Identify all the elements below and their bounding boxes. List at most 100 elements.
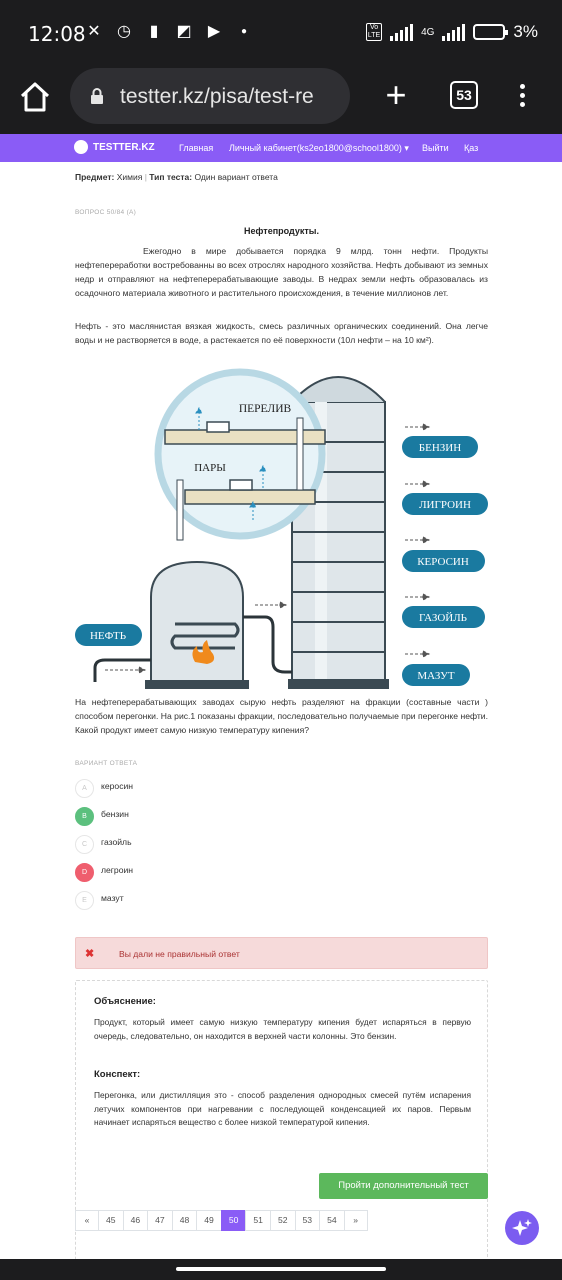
- signal-icon-2: [442, 23, 466, 41]
- pagination-prev[interactable]: «: [75, 1210, 99, 1231]
- answer-option-b[interactable]: B бензин: [75, 807, 375, 827]
- logo-text: TESTTER.KZ: [93, 141, 155, 153]
- nav-item-language[interactable]: Қаз: [464, 143, 479, 153]
- explanation-heading: Объяснение:: [94, 996, 156, 1007]
- question-paragraph-2: Нефть - это маслянистая вязкая жидкость,…: [75, 321, 488, 345]
- pagination-page[interactable]: 54: [319, 1210, 345, 1231]
- fraction-label-gazoil: ГАЗОЙЛЬ: [402, 606, 485, 628]
- pagination-page[interactable]: 52: [269, 1210, 296, 1231]
- tab-switcher-button[interactable]: 53: [450, 81, 478, 109]
- question-flag: (A): [126, 209, 137, 216]
- svg-text:НЕФТЬ: НЕФТЬ: [90, 630, 126, 642]
- question-paragraph-1: Ежегодно в мире добывается порядка 9 млр…: [75, 246, 488, 298]
- pagination-page[interactable]: 53: [294, 1210, 321, 1231]
- summary-heading: Конспект:: [94, 1069, 141, 1080]
- more-menu-icon[interactable]: [514, 82, 530, 110]
- nav-item-account[interactable]: Личный кабинет(ks2eo1800@school1800) ▾: [229, 143, 409, 153]
- flow-arrows: [105, 601, 288, 674]
- site-logo[interactable]: TESTTER.KZ: [74, 140, 155, 154]
- browser-toolbar: testter.kz/pisa/test-re + 53: [0, 64, 562, 134]
- new-tab-icon[interactable]: +: [385, 74, 407, 115]
- svg-text:ГАЗОЙЛЬ: ГАЗОЙЛЬ: [419, 612, 467, 624]
- label-oil: НЕФТЬ: [75, 624, 142, 646]
- status-time: 12:08: [28, 22, 86, 46]
- subject-value: Химия: [116, 172, 143, 182]
- option-text: легроин: [101, 865, 134, 875]
- fraction-label-mazut: МАЗУТ: [402, 664, 470, 686]
- alarm-icon: ◷: [117, 23, 131, 40]
- answers-label: ВАРИАНТ ОТВЕТА: [75, 760, 138, 767]
- wrong-answer-alert: ✖ Вы дали не правильный ответ: [75, 937, 488, 969]
- lock-icon: [91, 88, 103, 104]
- nav-account-label: Личный кабинет(ks2eo1800@school1800): [229, 143, 402, 153]
- logo-icon: [74, 140, 88, 154]
- fraction-label-ligroin: ЛИГРОИН: [402, 493, 488, 515]
- pagination-page[interactable]: 49: [196, 1210, 222, 1231]
- fraction-label-kerosin: КЕРОСИН: [402, 550, 485, 572]
- summary-text: Перегонка, или дистилляция это - способ …: [94, 1090, 471, 1127]
- option-letter: D: [75, 863, 94, 882]
- answer-option-e[interactable]: E мазут: [75, 891, 375, 911]
- svg-text:КЕРОСИН: КЕРОСИН: [417, 556, 469, 568]
- outlet-arrows: [405, 423, 431, 658]
- pagination-page-active[interactable]: 50: [220, 1210, 247, 1231]
- pagination-next[interactable]: »: [343, 1210, 368, 1231]
- pagination: « 45 46 47 48 49 50 51 52 53 54 »: [75, 1210, 368, 1231]
- distillation-column: [288, 376, 389, 689]
- battery-icon: [473, 24, 509, 40]
- system-nav-bar: [0, 1259, 562, 1280]
- pagination-page[interactable]: 48: [171, 1210, 198, 1231]
- additional-test-button[interactable]: Пройти дополнительный тест: [319, 1173, 488, 1199]
- svg-text:МАЗУТ: МАЗУТ: [417, 670, 454, 682]
- option-letter: A: [75, 779, 94, 798]
- gallery-icon: ◩: [176, 23, 192, 40]
- signal-icon: [390, 23, 414, 41]
- sparkle-icon: [512, 1219, 532, 1236]
- pagination-page[interactable]: 45: [98, 1210, 124, 1231]
- option-text: мазут: [101, 893, 124, 903]
- subject-label: Предмет:: [75, 172, 115, 182]
- column-trays: [292, 441, 385, 653]
- tray-detail-magnifier: ПЕРЕЛИВ ПАРЫ: [154, 368, 326, 541]
- answer-option-d[interactable]: D легроин: [75, 863, 375, 883]
- address-bar[interactable]: testter.kz/pisa/test-re: [70, 68, 350, 124]
- option-text: газойль: [101, 837, 132, 847]
- dot-icon: ●: [240, 26, 248, 37]
- battery-saver-icon: ▮: [149, 23, 159, 40]
- alert-text: Вы дали не правильный ответ: [119, 949, 240, 959]
- question-number: ВОПРОС 50/84 (A): [75, 209, 136, 216]
- option-letter: B: [75, 807, 94, 826]
- pagination-page[interactable]: 51: [245, 1210, 271, 1231]
- pagination-page[interactable]: 46: [122, 1210, 149, 1231]
- question-paragraph-3: На нефтеперерабатывающих заводах сырую н…: [75, 697, 488, 735]
- option-letter: C: [75, 835, 94, 854]
- assistant-fab-button[interactable]: [505, 1211, 539, 1245]
- option-text: керосин: [101, 781, 134, 791]
- close-icon: ✖: [85, 948, 95, 960]
- explanation-text: Продукт, который имеет самую низкую темп…: [94, 1017, 471, 1041]
- option-text: бензин: [101, 809, 129, 819]
- pipes: [93, 615, 292, 682]
- youtube-icon: ▶: [207, 23, 221, 40]
- pagination-page[interactable]: 47: [147, 1210, 173, 1231]
- status-right: Vo LTE 4G 3%: [366, 22, 538, 42]
- mute-icon: ✕: [87, 23, 101, 40]
- status-bar: 12:08 ✕ ◷ ▮ ◩ ▶ ● Vo LTE 4G 3%: [0, 0, 562, 64]
- nav-item-logout[interactable]: Выйти: [422, 143, 449, 153]
- fraction-label-benzin: БЕНЗИН: [402, 436, 478, 458]
- answer-option-c[interactable]: C газойль: [75, 835, 375, 855]
- battery-percent: 3%: [513, 22, 538, 41]
- furnace-heater: [145, 560, 249, 689]
- network-type: 4G: [421, 26, 435, 38]
- option-letter: E: [75, 891, 94, 910]
- home-indicator[interactable]: [176, 1267, 386, 1271]
- nav-item-home[interactable]: Главная: [179, 143, 214, 153]
- label-overflow: ПЕРЕЛИВ: [239, 403, 292, 415]
- svg-text:ЛИГРОИН: ЛИГРОИН: [419, 499, 471, 511]
- answer-option-a[interactable]: A керосин: [75, 779, 375, 799]
- question-number-text: ВОПРОС 50/84: [75, 209, 125, 216]
- svg-text:БЕНЗИН: БЕНЗИН: [419, 442, 461, 454]
- url-text: testter.kz/pisa/test-re: [120, 85, 314, 108]
- test-meta: Предмет: Химия | Тип теста: Один вариант…: [75, 172, 278, 182]
- home-icon[interactable]: [18, 80, 52, 114]
